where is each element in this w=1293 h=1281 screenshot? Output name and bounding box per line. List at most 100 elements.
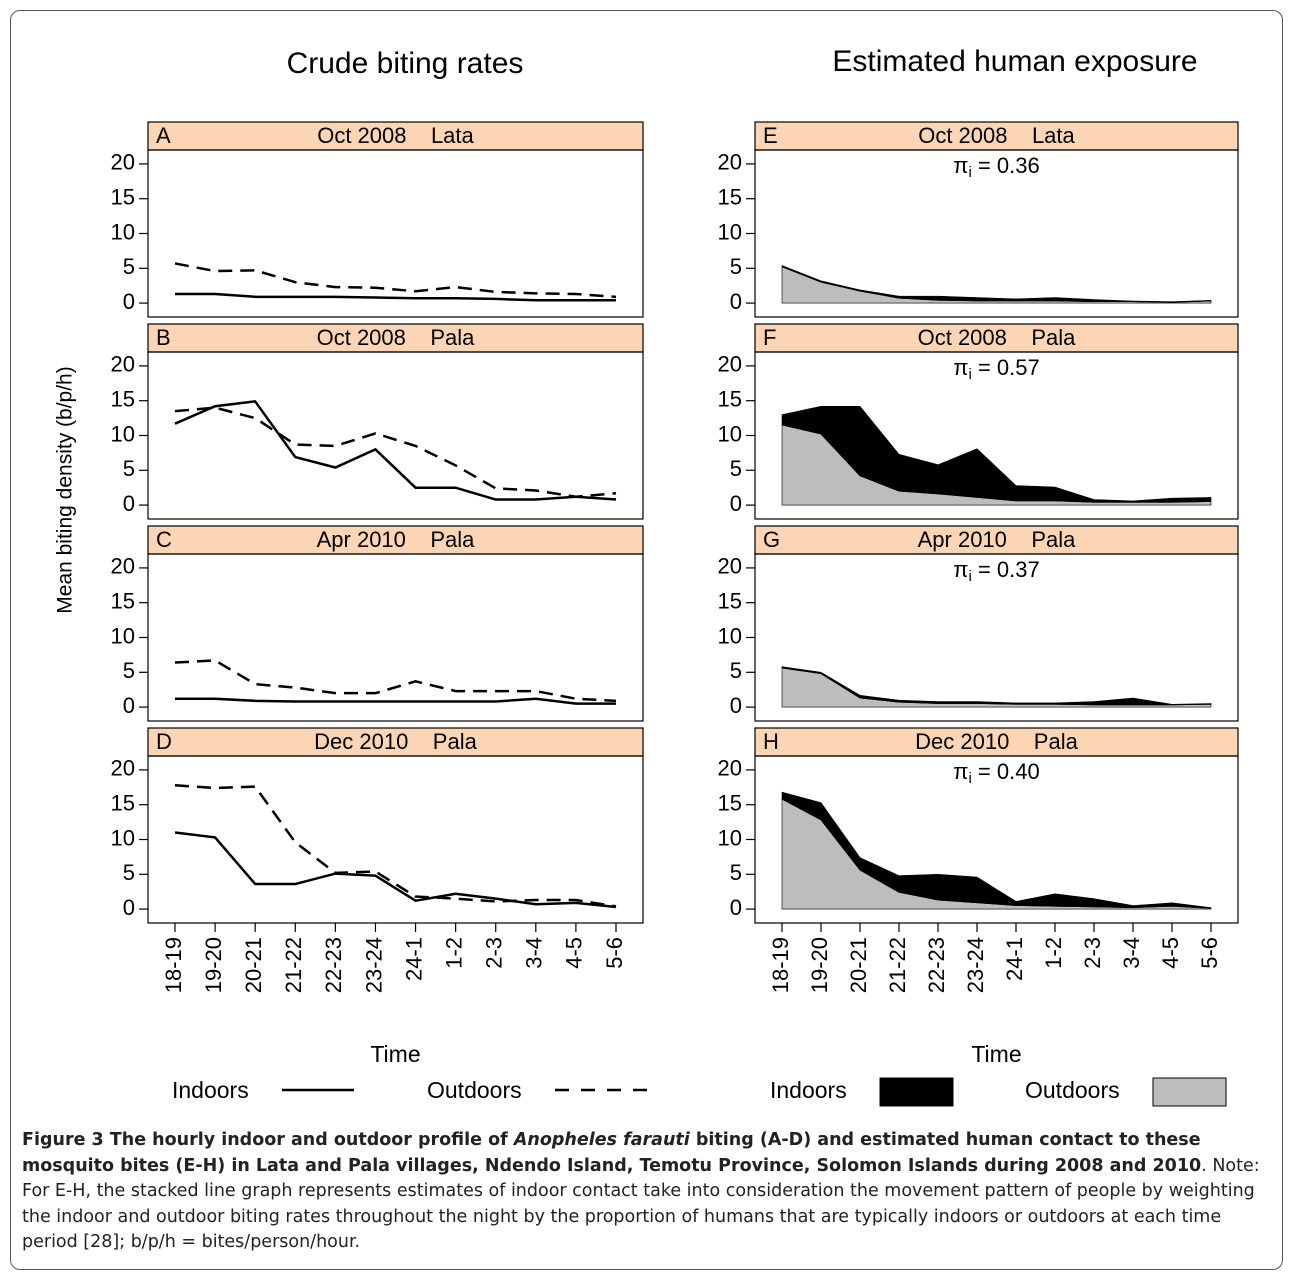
y-tick-label: 10 (718, 421, 742, 446)
plot-frame (754, 755, 1239, 924)
y-tick-label: 15 (718, 185, 742, 210)
y-tick-label: 20 (718, 554, 742, 579)
y-tick-label: 10 (111, 623, 135, 648)
x-tick-label: 21-22 (281, 937, 306, 993)
y-tick-label: 5 (123, 658, 135, 683)
x-axis-label: Time (370, 1041, 420, 1067)
y-tick-label: 20 (718, 352, 742, 377)
y-tick-label: 0 (123, 693, 135, 718)
y-tick-label: 20 (718, 150, 742, 175)
panel-header (147, 525, 644, 555)
series-line (174, 406, 617, 498)
y-tick-label: 5 (730, 254, 742, 279)
series-area (781, 666, 1212, 706)
x-tick-label: 18-19 (768, 937, 793, 993)
legend-swatch (1152, 1077, 1227, 1107)
y-tick-label: 20 (111, 150, 135, 175)
y-tick-label: 15 (718, 387, 742, 412)
annotation-symbol: π (953, 355, 968, 380)
y-tick-label: 20 (111, 554, 135, 579)
y-tick-label: 10 (718, 623, 742, 648)
series-line (174, 659, 617, 703)
figure-frame (10, 10, 1283, 1270)
annotation-symbol: π (953, 557, 968, 582)
x-tick-label: 2-3 (1080, 937, 1105, 969)
y-tick-label: 0 (123, 895, 135, 920)
annotation-subscript: i (968, 164, 971, 181)
series-line (175, 697, 616, 705)
y-tick-label: 5 (730, 456, 742, 481)
series-area (781, 791, 1212, 909)
annotation-text: = 0.36 (972, 153, 1040, 178)
x-tick-label: 19-20 (807, 937, 832, 993)
panel-title: Oct 2008 Pala (317, 325, 476, 350)
annotation-text: = 0.37 (972, 557, 1040, 582)
y-tick-label: 10 (718, 219, 742, 244)
y-tick-label: 0 (730, 693, 742, 718)
y-tick-label: 15 (718, 589, 742, 614)
panel-letter: B (156, 325, 171, 350)
x-axis-label: Time (971, 1041, 1021, 1067)
x-tick-label: 18-19 (161, 937, 186, 993)
caption-species: Anopheles farauti (513, 1130, 690, 1150)
x-tick-label: 5-6 (602, 937, 627, 969)
y-tick-label: 10 (111, 219, 135, 244)
x-tick-label: 4-5 (562, 937, 587, 969)
panel-title: Dec 2010 Pala (915, 729, 1078, 754)
panel-letter: G (763, 527, 780, 552)
column-title: Estimated human exposure (832, 45, 1197, 78)
panel-title: Oct 2008 Pala (918, 325, 1077, 350)
panel-title: Apr 2010 Pala (918, 527, 1077, 552)
annotation-subscript: i (968, 770, 971, 787)
x-tick-label: 5-6 (1197, 937, 1222, 969)
caption: Figure 3 The hourly indoor and outdoor p… (22, 1128, 1272, 1256)
y-tick-label: 10 (111, 421, 135, 446)
y-tick-label: 10 (111, 825, 135, 850)
x-tick-label: 1-2 (441, 937, 466, 969)
series-line (174, 783, 617, 908)
x-tick-label: 20-21 (241, 937, 266, 993)
y-tick-label: 10 (718, 825, 742, 850)
annotation: πi = 0.40 (953, 759, 1039, 787)
panel-letter: F (763, 325, 776, 350)
plot-frame (754, 149, 1239, 318)
panel-title: Oct 2008 Lata (317, 123, 474, 148)
panel-letter: C (156, 527, 172, 552)
y-tick-label: 20 (111, 756, 135, 781)
x-tick-label: 22-23 (321, 937, 346, 993)
plot-frame (147, 553, 644, 722)
y-tick-label: 0 (730, 895, 742, 920)
plot-frame (147, 149, 644, 318)
series-line (174, 400, 617, 501)
series-line (175, 292, 616, 302)
x-tick-label: 22-23 (924, 937, 949, 993)
x-tick-label: 21-22 (885, 937, 910, 993)
column-title: Crude biting rates (287, 47, 524, 80)
panel-header (147, 323, 644, 353)
panel-title: Oct 2008 Lata (918, 123, 1075, 148)
plot-frame (147, 755, 644, 924)
series-area (781, 405, 1212, 503)
x-tick-label: 1-2 (1041, 937, 1066, 969)
x-tick-label: 3-4 (1119, 937, 1144, 969)
x-tick-label: 24-1 (401, 937, 426, 981)
y-tick-label: 5 (730, 860, 742, 885)
legend-swatch (879, 1077, 954, 1107)
y-tick-label: 5 (123, 254, 135, 279)
panel-header (754, 525, 1239, 555)
plot-frame (754, 351, 1239, 520)
series-line (174, 262, 617, 299)
y-axis-label: Mean biting density (b/p/h) (54, 366, 77, 613)
legend-label: Outdoors (427, 1077, 522, 1103)
caption-rest: biting (A-D) and estimated human contact… (22, 1130, 1202, 1176)
annotation-subscript: i (968, 568, 971, 585)
y-tick-label: 15 (111, 791, 135, 816)
y-tick-label: 0 (730, 289, 742, 314)
x-tick-label: 23-24 (963, 937, 988, 993)
annotation: πi = 0.36 (953, 153, 1039, 181)
panel-header (754, 727, 1239, 757)
legend-label: Indoors (770, 1077, 847, 1103)
annotation: πi = 0.57 (953, 355, 1039, 383)
annotation: πi = 0.37 (953, 557, 1039, 585)
